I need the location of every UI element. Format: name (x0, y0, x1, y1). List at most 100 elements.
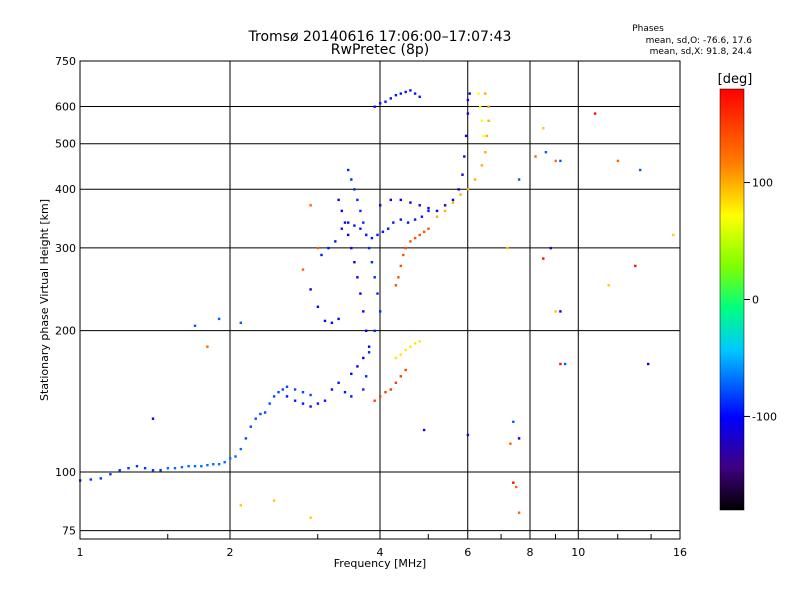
data-point (356, 198, 359, 202)
data-point (239, 504, 242, 507)
data-point (466, 433, 470, 437)
data-point (249, 425, 252, 428)
data-point (159, 469, 162, 472)
data-point (334, 240, 337, 243)
data-point (487, 105, 490, 108)
data-point (373, 105, 376, 108)
data-point (173, 467, 177, 470)
data-point (301, 268, 305, 271)
data-point (362, 388, 365, 391)
data-point (309, 393, 312, 397)
data-point (394, 381, 398, 384)
data-point (466, 98, 470, 102)
data-point (389, 97, 392, 100)
data-point (404, 348, 407, 352)
data-point (379, 204, 382, 207)
data-point (365, 233, 368, 237)
data-point (309, 516, 312, 519)
data-point (477, 92, 480, 95)
data-point (647, 362, 650, 366)
x-tick-label: 10 (571, 546, 585, 559)
data-point (367, 246, 371, 250)
data-point (420, 215, 424, 218)
data-point (347, 221, 350, 224)
data-point (217, 317, 221, 321)
data-point (301, 391, 305, 394)
data-point (356, 365, 359, 368)
data-point (392, 221, 395, 224)
y-tick-label: 100 (55, 466, 76, 479)
data-point (484, 92, 487, 95)
data-point (330, 321, 334, 324)
data-point (559, 310, 562, 313)
data-point (397, 276, 400, 279)
data-point (404, 368, 407, 372)
x-axis-label: Frequency [MHz] (334, 557, 426, 570)
data-point (370, 236, 374, 240)
colorbar-ticks: 100 0 -100 (744, 177, 777, 423)
data-point (330, 388, 334, 391)
data-point (239, 321, 242, 324)
data-point (512, 481, 515, 484)
y-axis-label: Stationary phase Virtual Height [km] (38, 199, 51, 401)
data-point (484, 151, 487, 154)
data-point (394, 356, 398, 360)
data-point (268, 402, 271, 405)
data-point (281, 388, 284, 391)
data-point (463, 155, 466, 158)
data-point (373, 276, 376, 279)
data-point (109, 473, 112, 476)
data-point (435, 209, 439, 213)
data-point (356, 276, 359, 279)
data-point (413, 92, 417, 95)
data-point (301, 402, 305, 405)
data-point (337, 317, 340, 321)
data-point (443, 204, 447, 207)
data-point (320, 253, 323, 257)
data-point (347, 233, 350, 237)
data-point (316, 402, 320, 405)
data-point (343, 391, 347, 394)
data-point (427, 227, 430, 230)
data-point (517, 437, 521, 440)
data-point (559, 362, 562, 366)
data-point (212, 463, 215, 466)
data-point (323, 399, 327, 402)
data-point (413, 236, 417, 240)
data-point (340, 227, 343, 230)
data-point (379, 310, 382, 313)
data-point (482, 134, 485, 138)
data-point (485, 134, 489, 138)
data-point (399, 375, 402, 378)
data-point (309, 405, 312, 408)
y-tick-label: 500 (55, 138, 76, 151)
data-point (365, 329, 368, 332)
data-point (515, 485, 518, 489)
data-point (554, 159, 557, 163)
data-point (373, 399, 376, 402)
data-point (418, 233, 421, 237)
data-point (384, 100, 387, 103)
data-point (672, 233, 675, 237)
data-point (254, 417, 257, 420)
chart-subtitle: RwPretec (8p) (331, 42, 429, 58)
data-point (379, 102, 382, 105)
y-tick-label: 400 (55, 183, 76, 196)
data-point (373, 329, 376, 332)
x-tick-label: 1 (77, 546, 84, 559)
y-tick-label: 200 (55, 325, 76, 338)
data-point (413, 218, 417, 221)
data-point (479, 105, 482, 108)
data-point (384, 391, 387, 394)
data-point (263, 411, 267, 414)
data-point (418, 95, 421, 98)
data-point (316, 305, 320, 308)
plot-frame (79, 60, 681, 540)
data-point (422, 428, 426, 432)
data-point (239, 447, 242, 451)
data-point (127, 467, 130, 470)
stats-heading: Phases (632, 24, 664, 34)
y-tick-label: 300 (55, 242, 76, 255)
data-point (394, 284, 398, 287)
